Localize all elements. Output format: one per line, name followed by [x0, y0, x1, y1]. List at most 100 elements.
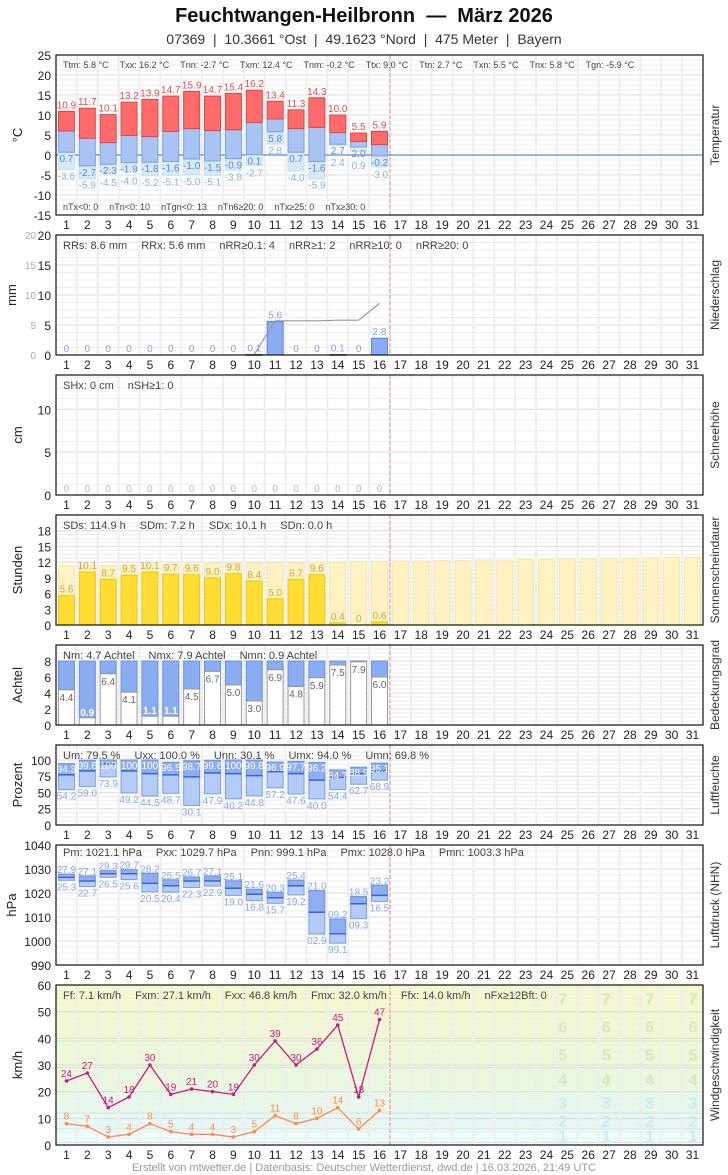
stat-text: Fxm: 27.1 km/h	[135, 990, 211, 1002]
y-tick-label: 0	[44, 1139, 51, 1153]
mean-point	[64, 1121, 69, 1126]
tmin-bar	[329, 132, 347, 145]
panel-precipitation	[55, 234, 704, 356]
panel-title: Temperatur	[708, 105, 722, 166]
min-label: 57.2	[265, 790, 285, 801]
y-tick-label: 40	[38, 1032, 52, 1046]
possible-sunshine-bar	[433, 560, 451, 626]
stat-text: Txm: 12.4 °C	[240, 60, 293, 70]
day-label: 25	[561, 968, 575, 982]
day-label: 4	[126, 828, 133, 842]
lower-range-bar	[78, 770, 96, 788]
day-label: 3	[105, 828, 112, 842]
tmin-label: -1.6	[308, 163, 326, 174]
gust-point	[85, 1071, 90, 1075]
panel-sunshine	[55, 514, 704, 626]
mean-point	[85, 1124, 90, 1129]
day-label: 1	[63, 828, 70, 842]
day-label: 26	[582, 1148, 596, 1162]
secondary-y-tick-label: 5	[30, 321, 36, 332]
mean-point	[189, 1132, 194, 1137]
secondary-y-tick-label: 15	[25, 261, 37, 272]
gust-label: 24	[61, 1069, 73, 1080]
tmax-bar	[287, 109, 305, 130]
day-label: 22	[498, 1148, 512, 1162]
day-label: 30	[665, 358, 679, 372]
day-label: 10	[248, 498, 262, 512]
tmax-bar	[266, 100, 284, 120]
sunshine-bar	[183, 574, 201, 626]
max-label: 98.7	[182, 762, 202, 773]
day-label: 14	[331, 1148, 345, 1162]
day-label: 3	[105, 628, 112, 642]
max-label: 27.1	[203, 867, 223, 878]
panel-title: Bedeckungsgrad	[708, 640, 722, 730]
day-label: 16	[373, 218, 387, 232]
y-tick-label: 15	[38, 259, 52, 273]
lower-range-bar	[78, 880, 96, 888]
gust-point	[168, 1092, 173, 1097]
day-label: 26	[582, 968, 596, 982]
lower-range-bar	[57, 774, 75, 791]
stat-text: Nm: 4.7 Achtel	[63, 650, 135, 662]
day-label: 19	[435, 218, 449, 232]
mean-label: 4	[189, 1122, 195, 1133]
day-label: 8	[209, 1148, 216, 1162]
day-label: 11	[269, 1148, 282, 1162]
tmax-bar	[224, 92, 242, 131]
stat-text: Nmn: 0.9 Achtel	[240, 650, 318, 662]
beaufort-label: 7	[602, 991, 611, 1008]
sunshine-bar	[141, 571, 159, 626]
sunshine-label: 5.6	[59, 585, 73, 596]
tmin-label: -1.5	[204, 163, 222, 174]
y-tick-label: 60	[38, 979, 52, 993]
day-label: 23	[519, 828, 533, 842]
tgmin-label: -4.0	[120, 177, 138, 188]
y-tick-label: 6	[44, 671, 51, 685]
y-tick-label: 75	[38, 770, 52, 784]
max-label: 09.2	[328, 910, 348, 921]
mean-point	[273, 1113, 277, 1118]
day-label: 8	[209, 628, 216, 642]
tgmin-label: -5.9	[79, 181, 97, 192]
max-label: 23.2	[370, 876, 390, 887]
tmin-label: -1.0	[183, 161, 201, 172]
gust-label: 27	[82, 1061, 94, 1072]
mean-label: 8	[147, 1112, 153, 1123]
snow-label: 0	[251, 484, 257, 495]
clear-sky-bar	[162, 715, 180, 726]
tmax-label: 10.1	[98, 104, 118, 115]
clear-sky-bar	[141, 715, 159, 726]
y-tick-label: 0	[44, 719, 51, 733]
max-label: 25.1	[224, 872, 244, 883]
day-label: 14	[331, 498, 345, 512]
max-label: 99.6	[203, 761, 223, 772]
sunshine-label: 8.4	[247, 570, 261, 581]
snow-label: 0	[85, 484, 91, 495]
min-label: 49.2	[119, 795, 139, 806]
tmax-bar	[183, 90, 201, 130]
stat-text: Txx: 16.2 °C	[120, 60, 170, 70]
tmin-bar	[266, 118, 284, 133]
beaufort-label: 5	[689, 1047, 698, 1064]
tmax-label: 13.2	[119, 91, 139, 102]
day-label: 27	[602, 498, 616, 512]
day-label: 28	[623, 628, 637, 642]
day-label: 15	[352, 1148, 366, 1162]
day-label: 23	[519, 968, 533, 982]
plot-frame	[55, 514, 704, 626]
mean-point	[106, 1135, 110, 1139]
stat-text: RRx: 5.6 mm	[141, 240, 205, 252]
day-label: 17	[394, 358, 408, 372]
y-tick-label: 1020	[24, 887, 51, 901]
tmin-bar	[224, 129, 242, 160]
day-label: 6	[167, 498, 174, 512]
tmax-label: 16.2	[245, 79, 265, 90]
y-tick-label: 30	[38, 1059, 52, 1073]
precip-label: 0	[293, 344, 299, 355]
min-label: 22.7	[78, 889, 98, 900]
cloud-bar	[57, 660, 75, 691]
gust-point	[315, 1047, 319, 1051]
y-tick-label: 10	[38, 403, 52, 417]
tmin-label: -1.9	[120, 165, 138, 176]
